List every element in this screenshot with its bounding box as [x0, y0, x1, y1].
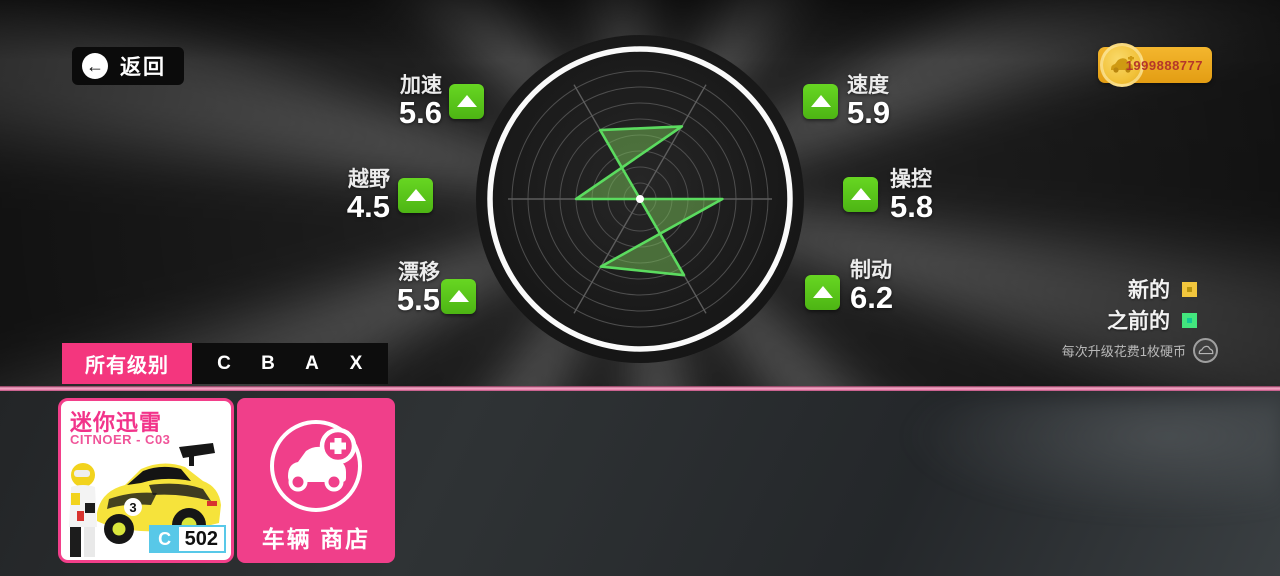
tab-class-c[interactable]: C [217, 352, 231, 374]
vehicle-shop-button[interactable]: 车辆 商店 [237, 398, 395, 563]
bottom-panel-highlight [900, 400, 1280, 520]
stat-braking: 制动 6.2 [850, 259, 962, 313]
stat-speed-value: 5.9 [847, 95, 891, 131]
legend-previous-swatch [1182, 312, 1197, 328]
legend-new-label: 新的 [1128, 279, 1170, 302]
car-body: 3 [97, 443, 221, 544]
stat-acceleration: 加速 5.6 [330, 74, 442, 128]
legend-previous-row: 之前的 [1107, 305, 1197, 335]
tab-class-group: C B A X [192, 343, 388, 384]
radar-chart [470, 29, 810, 369]
arrow-left-icon: ← [82, 53, 108, 79]
upgrade-braking-button[interactable] [805, 275, 840, 310]
stat-speed: 速度 5.9 [847, 74, 959, 128]
currency-amount: 1999888777 [1125, 57, 1203, 73]
car-image: 3 [61, 441, 231, 560]
upgrade-cost-note: 每次升级花费1枚硬币 [1062, 338, 1218, 363]
stat-offroad-value: 4.5 [346, 189, 390, 225]
class-letter: C [150, 527, 179, 551]
stat-offroad: 越野 4.5 [278, 168, 390, 222]
up-arrow-icon [810, 94, 831, 107]
tab-class-a[interactable]: A [305, 352, 319, 374]
legend-previous-label: 之前的 [1107, 310, 1170, 333]
vehicle-shop-label: 车辆 商店 [261, 526, 371, 552]
back-button[interactable]: ← 返回 [72, 47, 184, 85]
class-badge: C 502 [148, 525, 226, 553]
upgrade-acceleration-button[interactable] [449, 84, 484, 119]
stat-acceleration-label: 加速 [400, 74, 442, 97]
coin-icon [1100, 43, 1144, 87]
stat-handling-label: 操控 [890, 168, 932, 191]
currency-badge[interactable]: 1999888777 [1098, 43, 1212, 87]
driver-figure [69, 463, 97, 557]
up-arrow-icon [405, 188, 426, 201]
radar-polygon [574, 125, 724, 277]
stat-handling-value: 5.8 [890, 189, 934, 225]
up-arrow-icon [850, 187, 871, 200]
stat-braking-value: 6.2 [850, 280, 894, 316]
tab-class-x[interactable]: X [349, 352, 363, 374]
stat-handling: 操控 5.8 [890, 168, 1002, 222]
tab-class-b[interactable]: B [261, 352, 275, 374]
stat-offroad-label: 越野 [348, 168, 390, 191]
divider-line [0, 386, 1280, 391]
coin-outline-icon [1193, 338, 1218, 363]
upgrade-drift-button[interactable] [441, 279, 476, 314]
upgrade-speed-button[interactable] [803, 84, 838, 119]
car-name: 迷你迅雷 [70, 410, 163, 435]
car-model: CITNOER - C03 [70, 432, 171, 447]
class-filter-tabs: 所有级别 C B A X [62, 343, 388, 384]
svg-text:3: 3 [129, 500, 136, 515]
upgrade-offroad-button[interactable] [398, 178, 433, 213]
stat-speed-label: 速度 [847, 74, 889, 97]
stat-drift-value: 5.5 [396, 282, 440, 318]
stat-drift: 漂移 5.5 [330, 261, 440, 315]
stat-drift-label: 漂移 [398, 261, 440, 284]
radar-outer-ring [487, 46, 793, 352]
radar-center-dot [636, 195, 644, 203]
up-arrow-icon [456, 94, 477, 107]
class-rating: 502 [184, 527, 218, 550]
legend-new-row: 新的 [1128, 274, 1197, 304]
up-arrow-icon [812, 285, 833, 298]
car-plus-icon [264, 412, 368, 516]
upgrade-cost-text: 每次升级花费1枚硬币 [1061, 344, 1186, 359]
upgrade-handling-button[interactable] [843, 177, 878, 212]
stat-braking-label: 制动 [850, 259, 892, 282]
tab-all-classes[interactable]: 所有级别 [62, 343, 192, 384]
car-card[interactable]: 迷你迅雷 CITNOER - C03 [58, 398, 234, 563]
up-arrow-icon [448, 289, 469, 302]
legend-new-swatch [1182, 281, 1197, 297]
back-label: 返回 [120, 56, 166, 79]
stat-acceleration-value: 5.6 [398, 95, 442, 131]
